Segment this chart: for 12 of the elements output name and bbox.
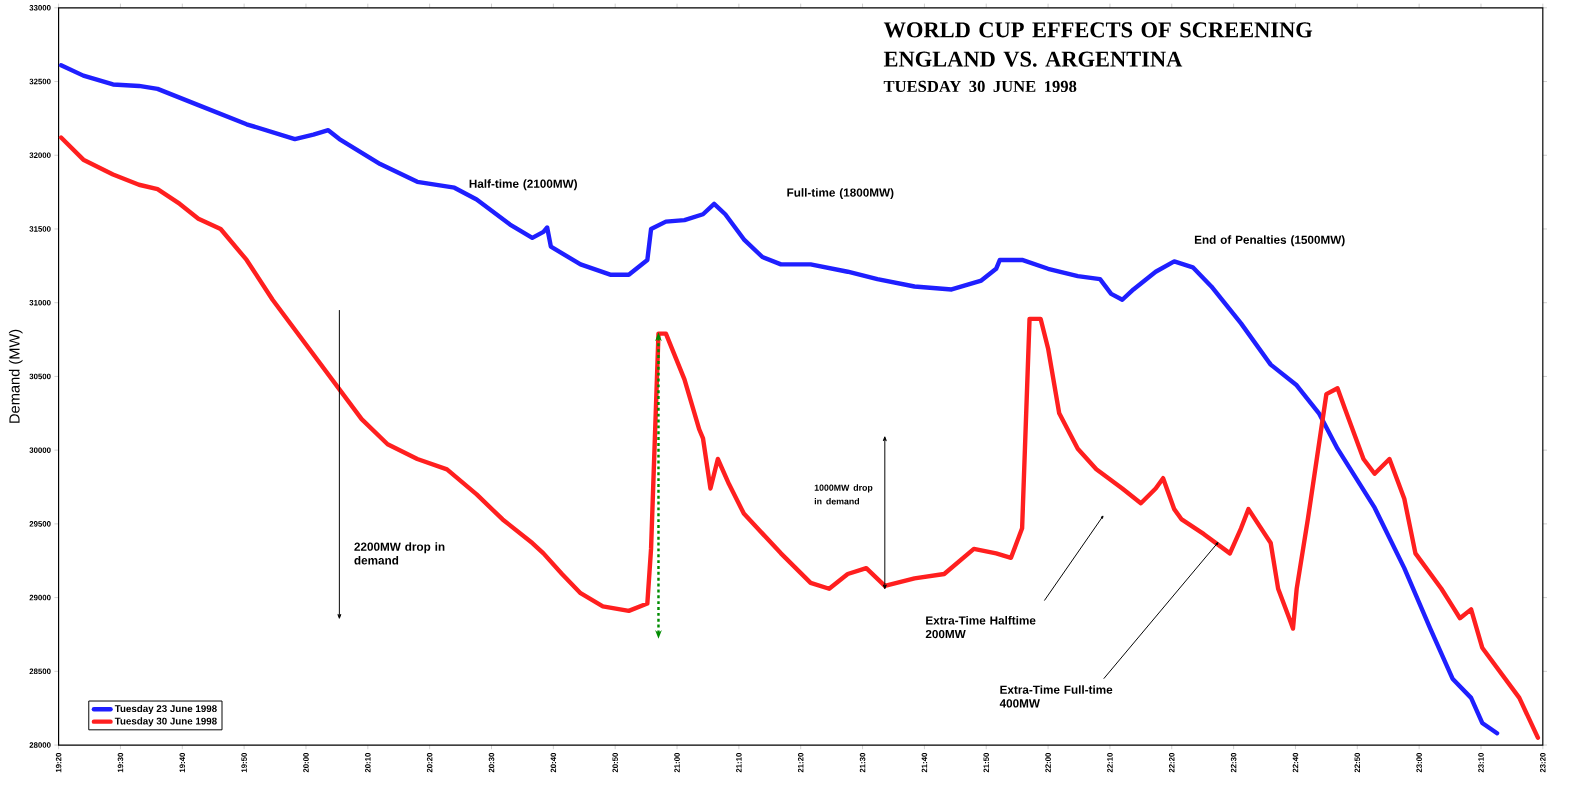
annotation: Half-time (2100MW) [469,179,577,191]
text: WORLD CUP EFFECTS OF SCREENING ENGLAND VS. ARGENTINA [883,22,1313,68]
annotation: Full-time (1800MW) [787,188,894,200]
annotation: 2200MW drop in demand [354,542,445,565]
annotation: Extra-Time Full-time 400MW [999,685,1113,708]
annotation: End of Penalties (1500MW) [1194,235,1345,247]
text: TUESDAY 30 JUNE 1998 [883,81,1077,93]
legend-label: Tuesday 23 June 1998 [114,705,217,715]
annotation: Extra-Time Halftime 200MW [925,616,1036,639]
annotation: 1000MW drop in demand [814,484,873,505]
legend-label: Tuesday 30 June 1998 [114,717,217,727]
y-axis-title: Demand (MW) [8,329,23,424]
